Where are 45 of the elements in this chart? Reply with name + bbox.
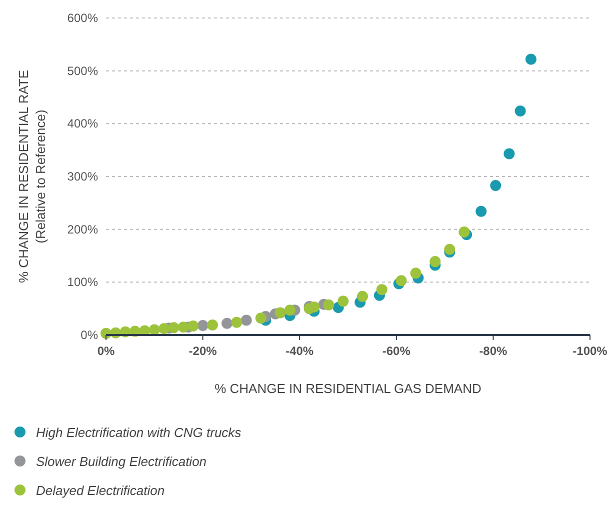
- point: [240, 314, 252, 326]
- x-tick-label: -60%: [382, 344, 411, 358]
- x-tick-label: 0%: [97, 344, 115, 358]
- point: [168, 322, 180, 334]
- point: [514, 105, 526, 116]
- point: [410, 268, 422, 279]
- y-tick-label: 300%: [67, 170, 98, 184]
- legend-label: Slower Building Electrification: [36, 454, 207, 469]
- point: [444, 244, 456, 255]
- y-tick-label: 200%: [67, 222, 98, 236]
- point: [158, 323, 170, 334]
- point: [458, 226, 470, 238]
- y-axis-title: % CHANGE IN RESIDENTIAL RATE (Relative to Reference): [16, 70, 48, 284]
- y-tick-label: 400%: [67, 116, 98, 131]
- y-tick-label: 500%: [67, 64, 98, 78]
- legend-label: High Electrification with CNG trucks: [36, 425, 242, 440]
- point: [357, 290, 368, 302]
- point: [323, 299, 334, 310]
- point: [490, 180, 502, 191]
- y-tick-label: 0%: [80, 328, 98, 342]
- point: [308, 302, 320, 312]
- x-tick-label: -100%: [572, 344, 608, 358]
- point: [178, 322, 189, 333]
- x-tick-label: -80%: [479, 344, 508, 358]
- point: [255, 312, 266, 324]
- point: [222, 318, 232, 329]
- point: [274, 307, 286, 318]
- y-tick-label: 100%: [67, 275, 98, 290]
- point: [188, 320, 199, 332]
- x-tick-label: -20%: [188, 344, 218, 358]
- point: [338, 296, 349, 307]
- point: [525, 54, 536, 65]
- point: [206, 319, 218, 330]
- legend-label: Delayed Electrification: [36, 483, 165, 498]
- point: [430, 256, 441, 268]
- x-axis-title: % CHANGE IN RESIDENTIAL GAS DEMAND: [214, 381, 482, 396]
- x-tick-label: -40%: [286, 344, 314, 358]
- point: [396, 275, 407, 286]
- point: [476, 206, 487, 217]
- y-tick-label: 600%: [67, 11, 98, 25]
- point: [231, 316, 242, 328]
- point: [284, 304, 296, 316]
- point: [197, 320, 208, 331]
- point: [376, 284, 388, 296]
- point: [504, 148, 515, 160]
